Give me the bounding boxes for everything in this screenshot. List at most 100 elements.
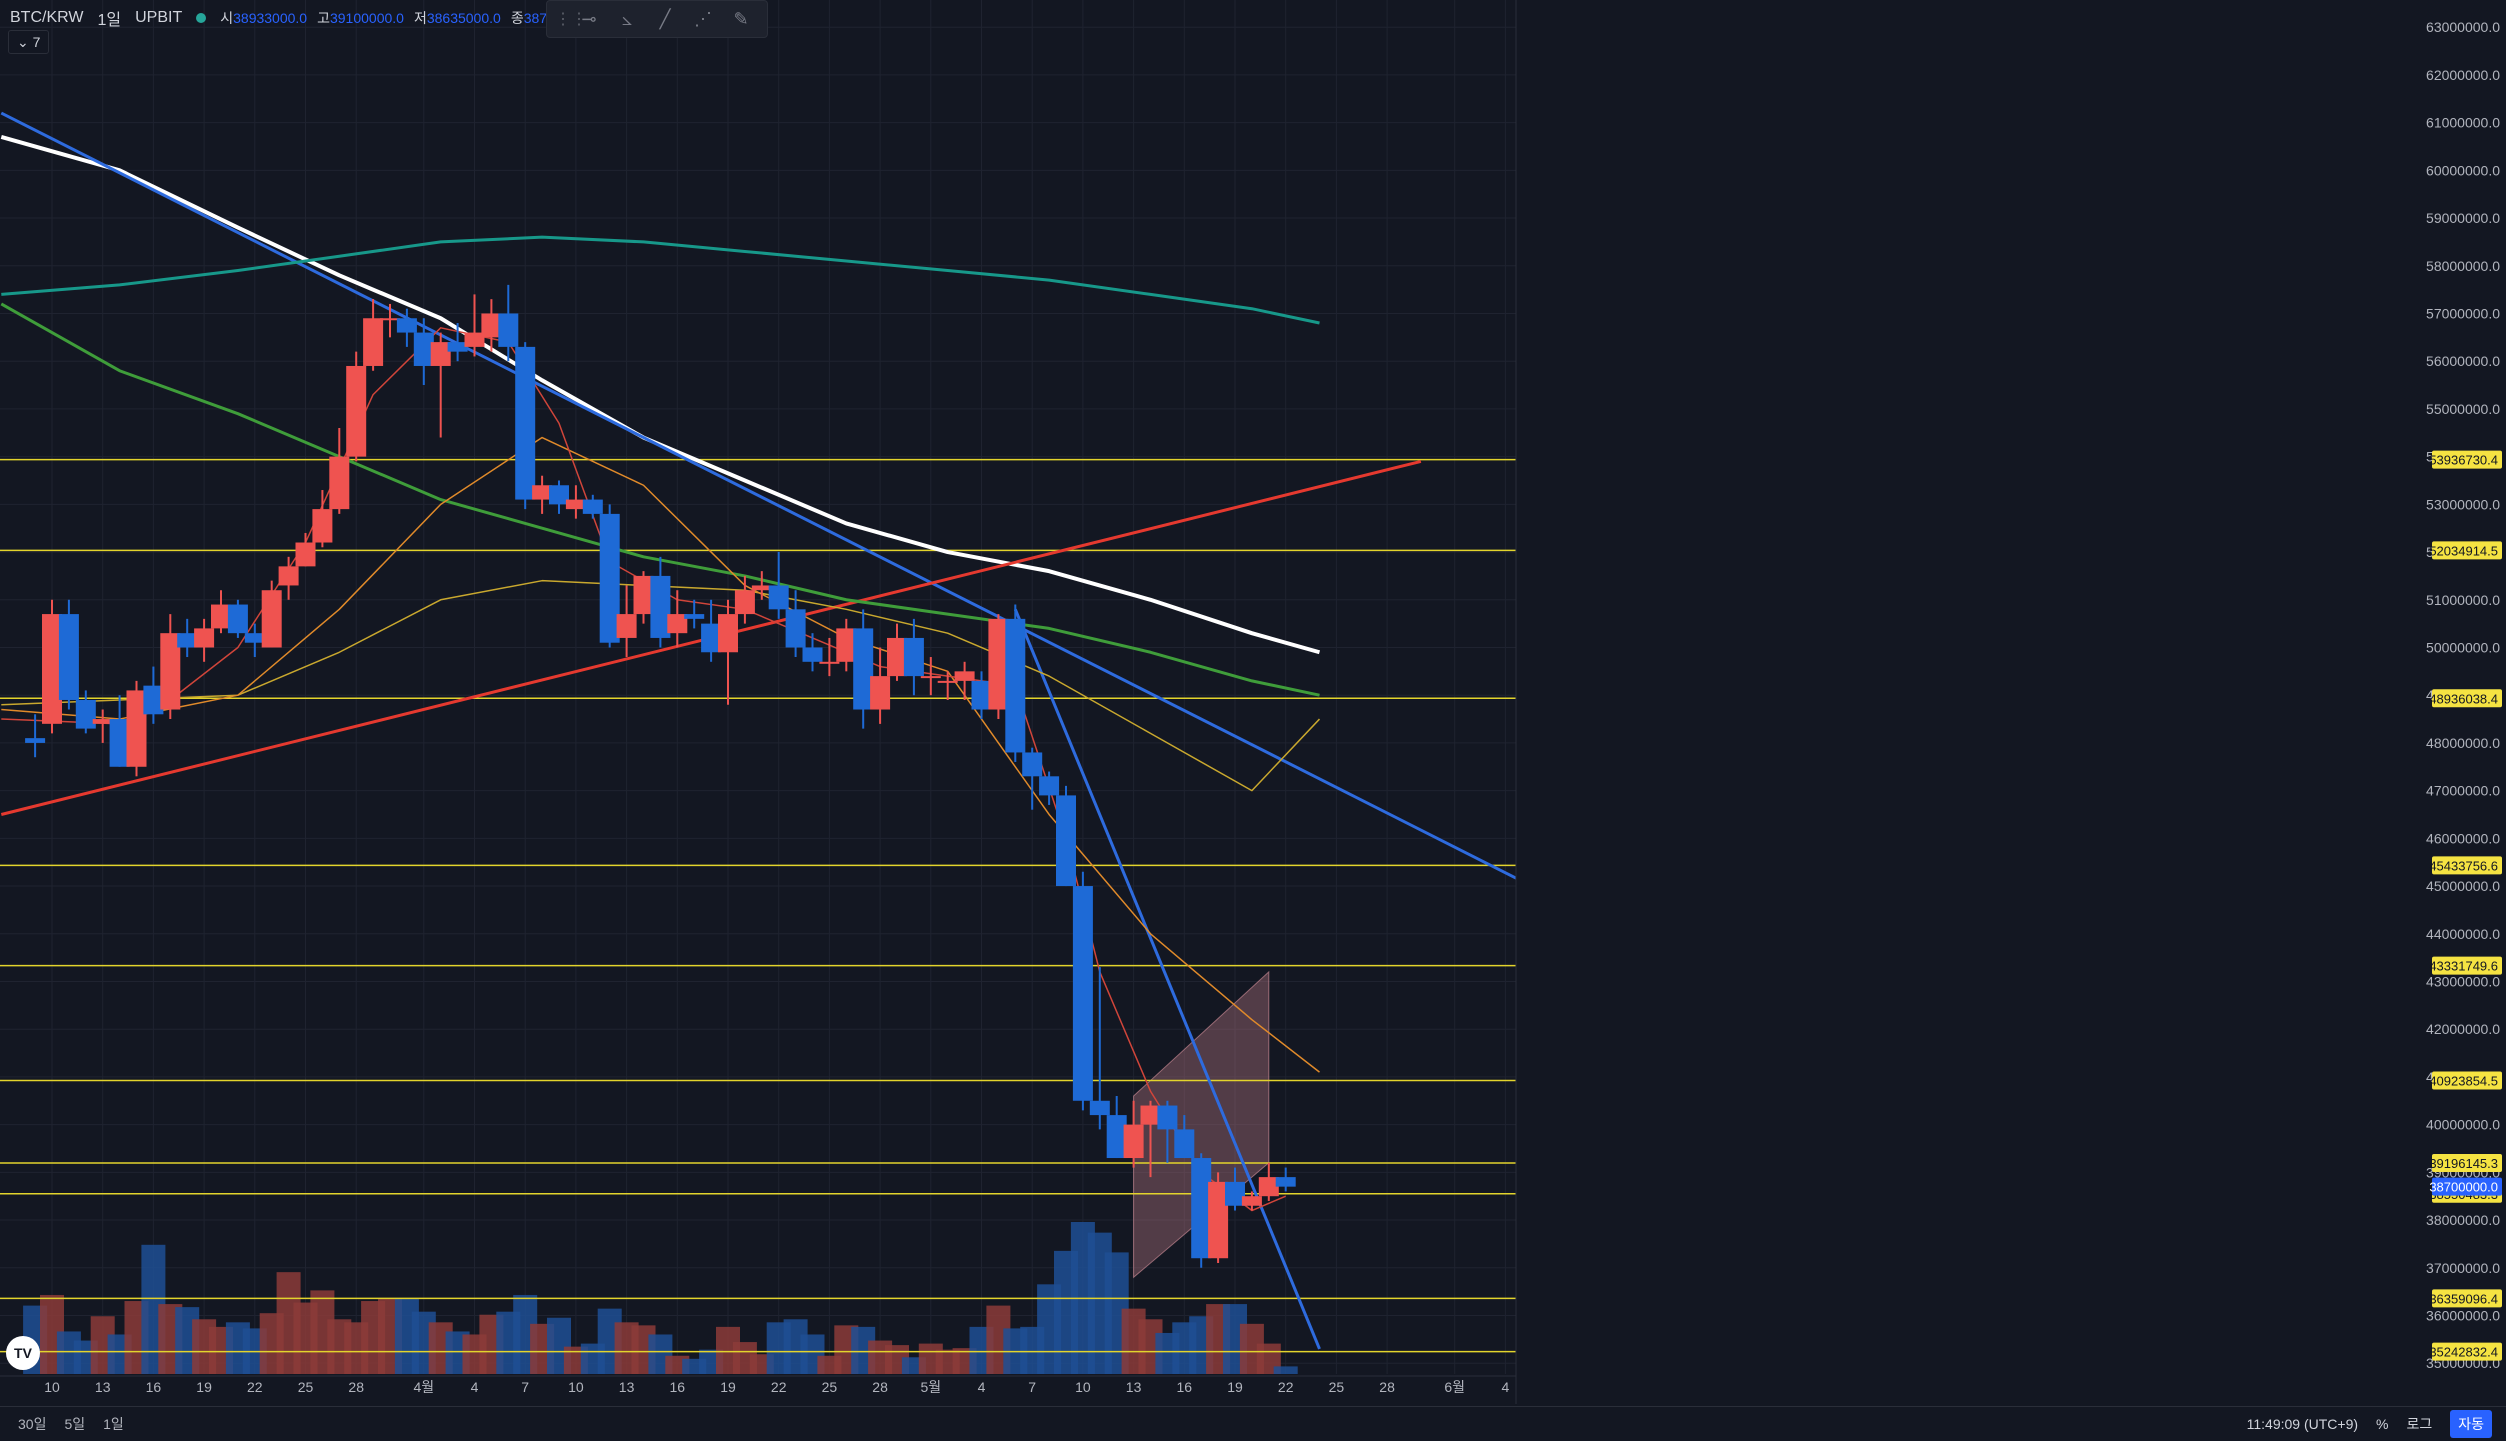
- pattern-icon[interactable]: ⋰: [694, 8, 712, 29]
- candle-body[interactable]: [498, 313, 519, 347]
- candle-body[interactable]: [430, 342, 451, 366]
- trend-line-icon[interactable]: ╱: [659, 8, 671, 29]
- candle-body[interactable]: [380, 318, 400, 321]
- candle-body[interactable]: [1157, 1105, 1178, 1130]
- candle-body[interactable]: [549, 485, 569, 505]
- candle-body[interactable]: [1191, 1158, 1212, 1259]
- price-tick-label: 37000000.0: [2426, 1260, 2500, 1276]
- candle-body[interactable]: [58, 614, 79, 700]
- candle-body[interactable]: [684, 614, 705, 619]
- candle-body[interactable]: [1258, 1177, 1279, 1197]
- candle-body[interactable]: [1072, 886, 1093, 1101]
- price-axis: [1516, 0, 2506, 1404]
- candle-body[interactable]: [887, 637, 907, 677]
- candle-body[interactable]: [920, 676, 941, 679]
- candle-body[interactable]: [1039, 776, 1060, 796]
- auto-scale-toggle[interactable]: 자동: [2450, 1410, 2492, 1438]
- candle-body[interactable]: [633, 575, 654, 615]
- candle-body[interactable]: [1106, 1115, 1127, 1159]
- candle-body[interactable]: [701, 623, 722, 653]
- candle-body[interactable]: [227, 604, 248, 634]
- candle-body[interactable]: [1174, 1129, 1195, 1159]
- candle-body[interactable]: [75, 699, 96, 729]
- candle-body[interactable]: [667, 614, 688, 634]
- candle-body[interactable]: [177, 633, 198, 648]
- candle-body[interactable]: [1241, 1196, 1262, 1206]
- candle-body[interactable]: [1005, 618, 1026, 753]
- candle-body[interactable]: [768, 585, 789, 610]
- candle-body[interactable]: [194, 628, 215, 648]
- candle-body[interactable]: [836, 628, 857, 662]
- candle-body[interactable]: [25, 738, 46, 743]
- candle-body[interactable]: [413, 332, 434, 366]
- candle-body[interactable]: [244, 633, 265, 643]
- candle-body[interactable]: [1225, 1181, 1245, 1206]
- interval-label[interactable]: 1일: [97, 12, 122, 29]
- candle-body[interactable]: [160, 633, 181, 710]
- candle-body[interactable]: [126, 690, 147, 767]
- candle-body[interactable]: [481, 313, 502, 338]
- candle-body[interactable]: [1208, 1181, 1229, 1259]
- candle-body[interactable]: [988, 618, 1009, 710]
- candle-body[interactable]: [42, 614, 62, 724]
- timeframe-30d[interactable]: 30일: [18, 1416, 47, 1432]
- candle-body[interactable]: [616, 614, 637, 638]
- tradingview-logo[interactable]: TV: [6, 1336, 40, 1370]
- time-tick-label: 10: [44, 1379, 60, 1395]
- price-tick-label: 38000000.0: [2426, 1212, 2500, 1228]
- candle-body[interactable]: [1022, 752, 1043, 777]
- candle-body[interactable]: [751, 585, 772, 591]
- candle-body[interactable]: [261, 590, 282, 648]
- candle-body[interactable]: [143, 685, 164, 715]
- symbol-name[interactable]: BTC/KRW: [10, 9, 84, 26]
- candle-body[interactable]: [954, 671, 975, 681]
- candle-body[interactable]: [363, 318, 384, 366]
- candle-body[interactable]: [109, 719, 130, 767]
- candle-body[interactable]: [532, 485, 553, 500]
- candle-body[interactable]: [734, 590, 755, 615]
- indicator-toggle-button[interactable]: ⌄ 7: [8, 30, 50, 54]
- candle-body[interactable]: [819, 661, 840, 664]
- candle-body[interactable]: [312, 509, 333, 543]
- candle-body[interactable]: [447, 342, 468, 352]
- candle-body[interactable]: [937, 680, 958, 683]
- candle-body[interactable]: [295, 542, 316, 567]
- candle-body[interactable]: [599, 513, 620, 643]
- candle-body[interactable]: [718, 614, 738, 653]
- candle-body[interactable]: [650, 575, 671, 638]
- drag-handle-icon[interactable]: ⋮⋮: [555, 11, 587, 28]
- candle-body[interactable]: [785, 609, 806, 648]
- candle-body[interactable]: [971, 680, 992, 710]
- candle-body[interactable]: [329, 456, 350, 510]
- candle-body[interactable]: [1089, 1100, 1110, 1116]
- candle-body[interactable]: [802, 647, 823, 662]
- candle-body[interactable]: [870, 676, 891, 710]
- candle-body[interactable]: [278, 566, 299, 586]
- candle-body[interactable]: [582, 499, 603, 514]
- candle-body[interactable]: [903, 637, 924, 677]
- candle-body[interactable]: [1056, 795, 1076, 887]
- timeframe-1d[interactable]: 1일: [103, 1416, 124, 1432]
- candle-body[interactable]: [396, 318, 417, 333]
- brush-icon[interactable]: ✎: [733, 8, 749, 29]
- candle-body[interactable]: [1123, 1124, 1144, 1159]
- candle-body[interactable]: [565, 499, 586, 510]
- clock-label[interactable]: 11:49:09 (UTC+9): [2246, 1416, 2359, 1432]
- candle-body[interactable]: [1275, 1177, 1296, 1187]
- trend-angle-icon[interactable]: ⦣: [621, 8, 633, 29]
- candle-body[interactable]: [853, 628, 874, 710]
- candle-body[interactable]: [92, 719, 113, 724]
- time-tick-label: 19: [720, 1379, 736, 1395]
- candle-body[interactable]: [211, 604, 231, 629]
- candle-body[interactable]: [346, 365, 367, 457]
- candle-body[interactable]: [515, 346, 536, 500]
- percent-toggle[interactable]: %: [2376, 1416, 2389, 1432]
- candle-body[interactable]: [464, 332, 485, 347]
- time-tick-label: 4: [1502, 1379, 1510, 1395]
- candle-body[interactable]: [1140, 1105, 1161, 1125]
- horizontal-line-icon[interactable]: ⊸: [581, 8, 597, 29]
- log-toggle[interactable]: 로그: [2406, 1416, 2433, 1432]
- timeframe-5d[interactable]: 5일: [64, 1416, 86, 1432]
- price-tick-label: 45000000.0: [2426, 878, 2500, 894]
